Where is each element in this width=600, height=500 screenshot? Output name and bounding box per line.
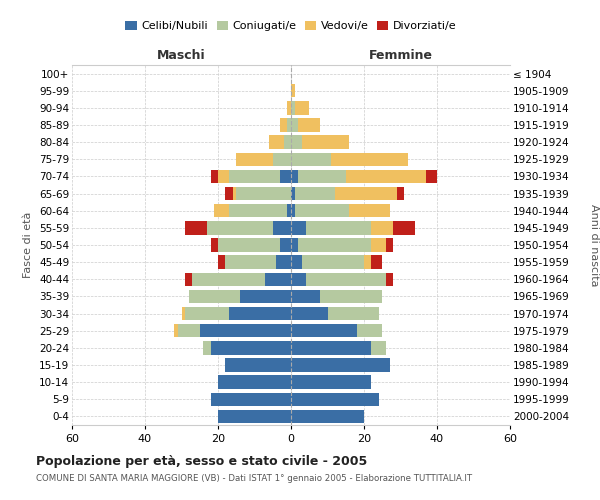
Bar	[291, 221, 305, 234]
Bar	[291, 307, 328, 320]
Bar	[233, 187, 236, 200]
Bar	[371, 341, 386, 354]
Text: Maschi: Maschi	[157, 48, 206, 62]
Bar	[291, 101, 295, 114]
Bar	[226, 358, 291, 372]
Bar	[320, 290, 382, 303]
Bar	[371, 256, 382, 269]
Bar	[185, 272, 193, 286]
Bar	[226, 187, 233, 200]
Bar	[226, 256, 277, 269]
Bar	[295, 187, 335, 200]
Bar	[265, 272, 291, 286]
Bar	[295, 101, 309, 114]
Y-axis label: Anni di nascita: Anni di nascita	[589, 204, 599, 286]
Bar	[298, 170, 346, 183]
Bar	[302, 256, 364, 269]
Bar	[291, 410, 364, 423]
Bar	[182, 307, 185, 320]
Bar	[291, 118, 298, 132]
Bar	[287, 204, 291, 218]
Bar	[302, 136, 349, 149]
Bar	[185, 307, 229, 320]
Bar	[200, 324, 291, 338]
Bar	[328, 307, 379, 320]
Bar	[236, 152, 273, 166]
Bar	[291, 238, 298, 252]
Bar	[280, 118, 287, 132]
Bar	[291, 376, 371, 389]
Bar	[295, 204, 349, 218]
Bar	[174, 324, 178, 338]
Bar	[349, 204, 389, 218]
Bar	[356, 324, 382, 338]
Text: Femmine: Femmine	[368, 48, 433, 62]
Text: COMUNE DI SANTA MARIA MAGGIORE (VB) - Dati ISTAT 1° gennaio 2005 - Elaborazione : COMUNE DI SANTA MARIA MAGGIORE (VB) - Da…	[36, 474, 472, 483]
Bar	[291, 84, 295, 98]
Bar	[284, 136, 291, 149]
Bar	[229, 170, 280, 183]
Bar	[218, 170, 229, 183]
Bar	[393, 221, 415, 234]
Bar	[277, 256, 291, 269]
Bar	[346, 170, 426, 183]
Bar	[287, 101, 291, 114]
Bar	[371, 221, 393, 234]
Bar	[386, 238, 393, 252]
Bar	[291, 392, 379, 406]
Bar	[371, 238, 386, 252]
Bar	[397, 187, 404, 200]
Bar	[291, 204, 295, 218]
Bar	[291, 152, 331, 166]
Bar	[386, 272, 393, 286]
Bar	[218, 256, 226, 269]
Bar	[291, 358, 389, 372]
Bar	[178, 324, 200, 338]
Y-axis label: Fasce di età: Fasce di età	[23, 212, 34, 278]
Text: Popolazione per età, sesso e stato civile - 2005: Popolazione per età, sesso e stato civil…	[36, 455, 367, 468]
Bar	[273, 152, 291, 166]
Bar	[331, 152, 408, 166]
Bar	[305, 272, 386, 286]
Bar	[364, 256, 371, 269]
Bar	[298, 238, 371, 252]
Bar	[426, 170, 437, 183]
Bar	[211, 392, 291, 406]
Bar	[240, 290, 291, 303]
Bar	[291, 187, 295, 200]
Bar	[291, 290, 320, 303]
Bar	[273, 221, 291, 234]
Bar	[211, 341, 291, 354]
Bar	[207, 221, 273, 234]
Bar	[203, 341, 211, 354]
Bar	[280, 238, 291, 252]
Bar	[189, 290, 240, 303]
Bar	[280, 170, 291, 183]
Bar	[291, 136, 302, 149]
Bar	[269, 136, 284, 149]
Bar	[305, 221, 371, 234]
Bar	[229, 204, 287, 218]
Bar	[218, 238, 280, 252]
Bar	[291, 170, 298, 183]
Bar	[211, 238, 218, 252]
Bar	[291, 256, 302, 269]
Bar	[291, 272, 305, 286]
Bar	[229, 307, 291, 320]
Bar	[236, 187, 291, 200]
Bar	[291, 341, 371, 354]
Bar	[218, 376, 291, 389]
Bar	[211, 170, 218, 183]
Bar	[214, 204, 229, 218]
Bar	[287, 118, 291, 132]
Bar	[193, 272, 265, 286]
Bar	[291, 324, 356, 338]
Bar	[185, 221, 207, 234]
Bar	[218, 410, 291, 423]
Bar	[335, 187, 397, 200]
Legend: Celibi/Nubili, Coniugati/e, Vedovi/e, Divorziati/e: Celibi/Nubili, Coniugati/e, Vedovi/e, Di…	[121, 16, 461, 36]
Bar	[298, 118, 320, 132]
